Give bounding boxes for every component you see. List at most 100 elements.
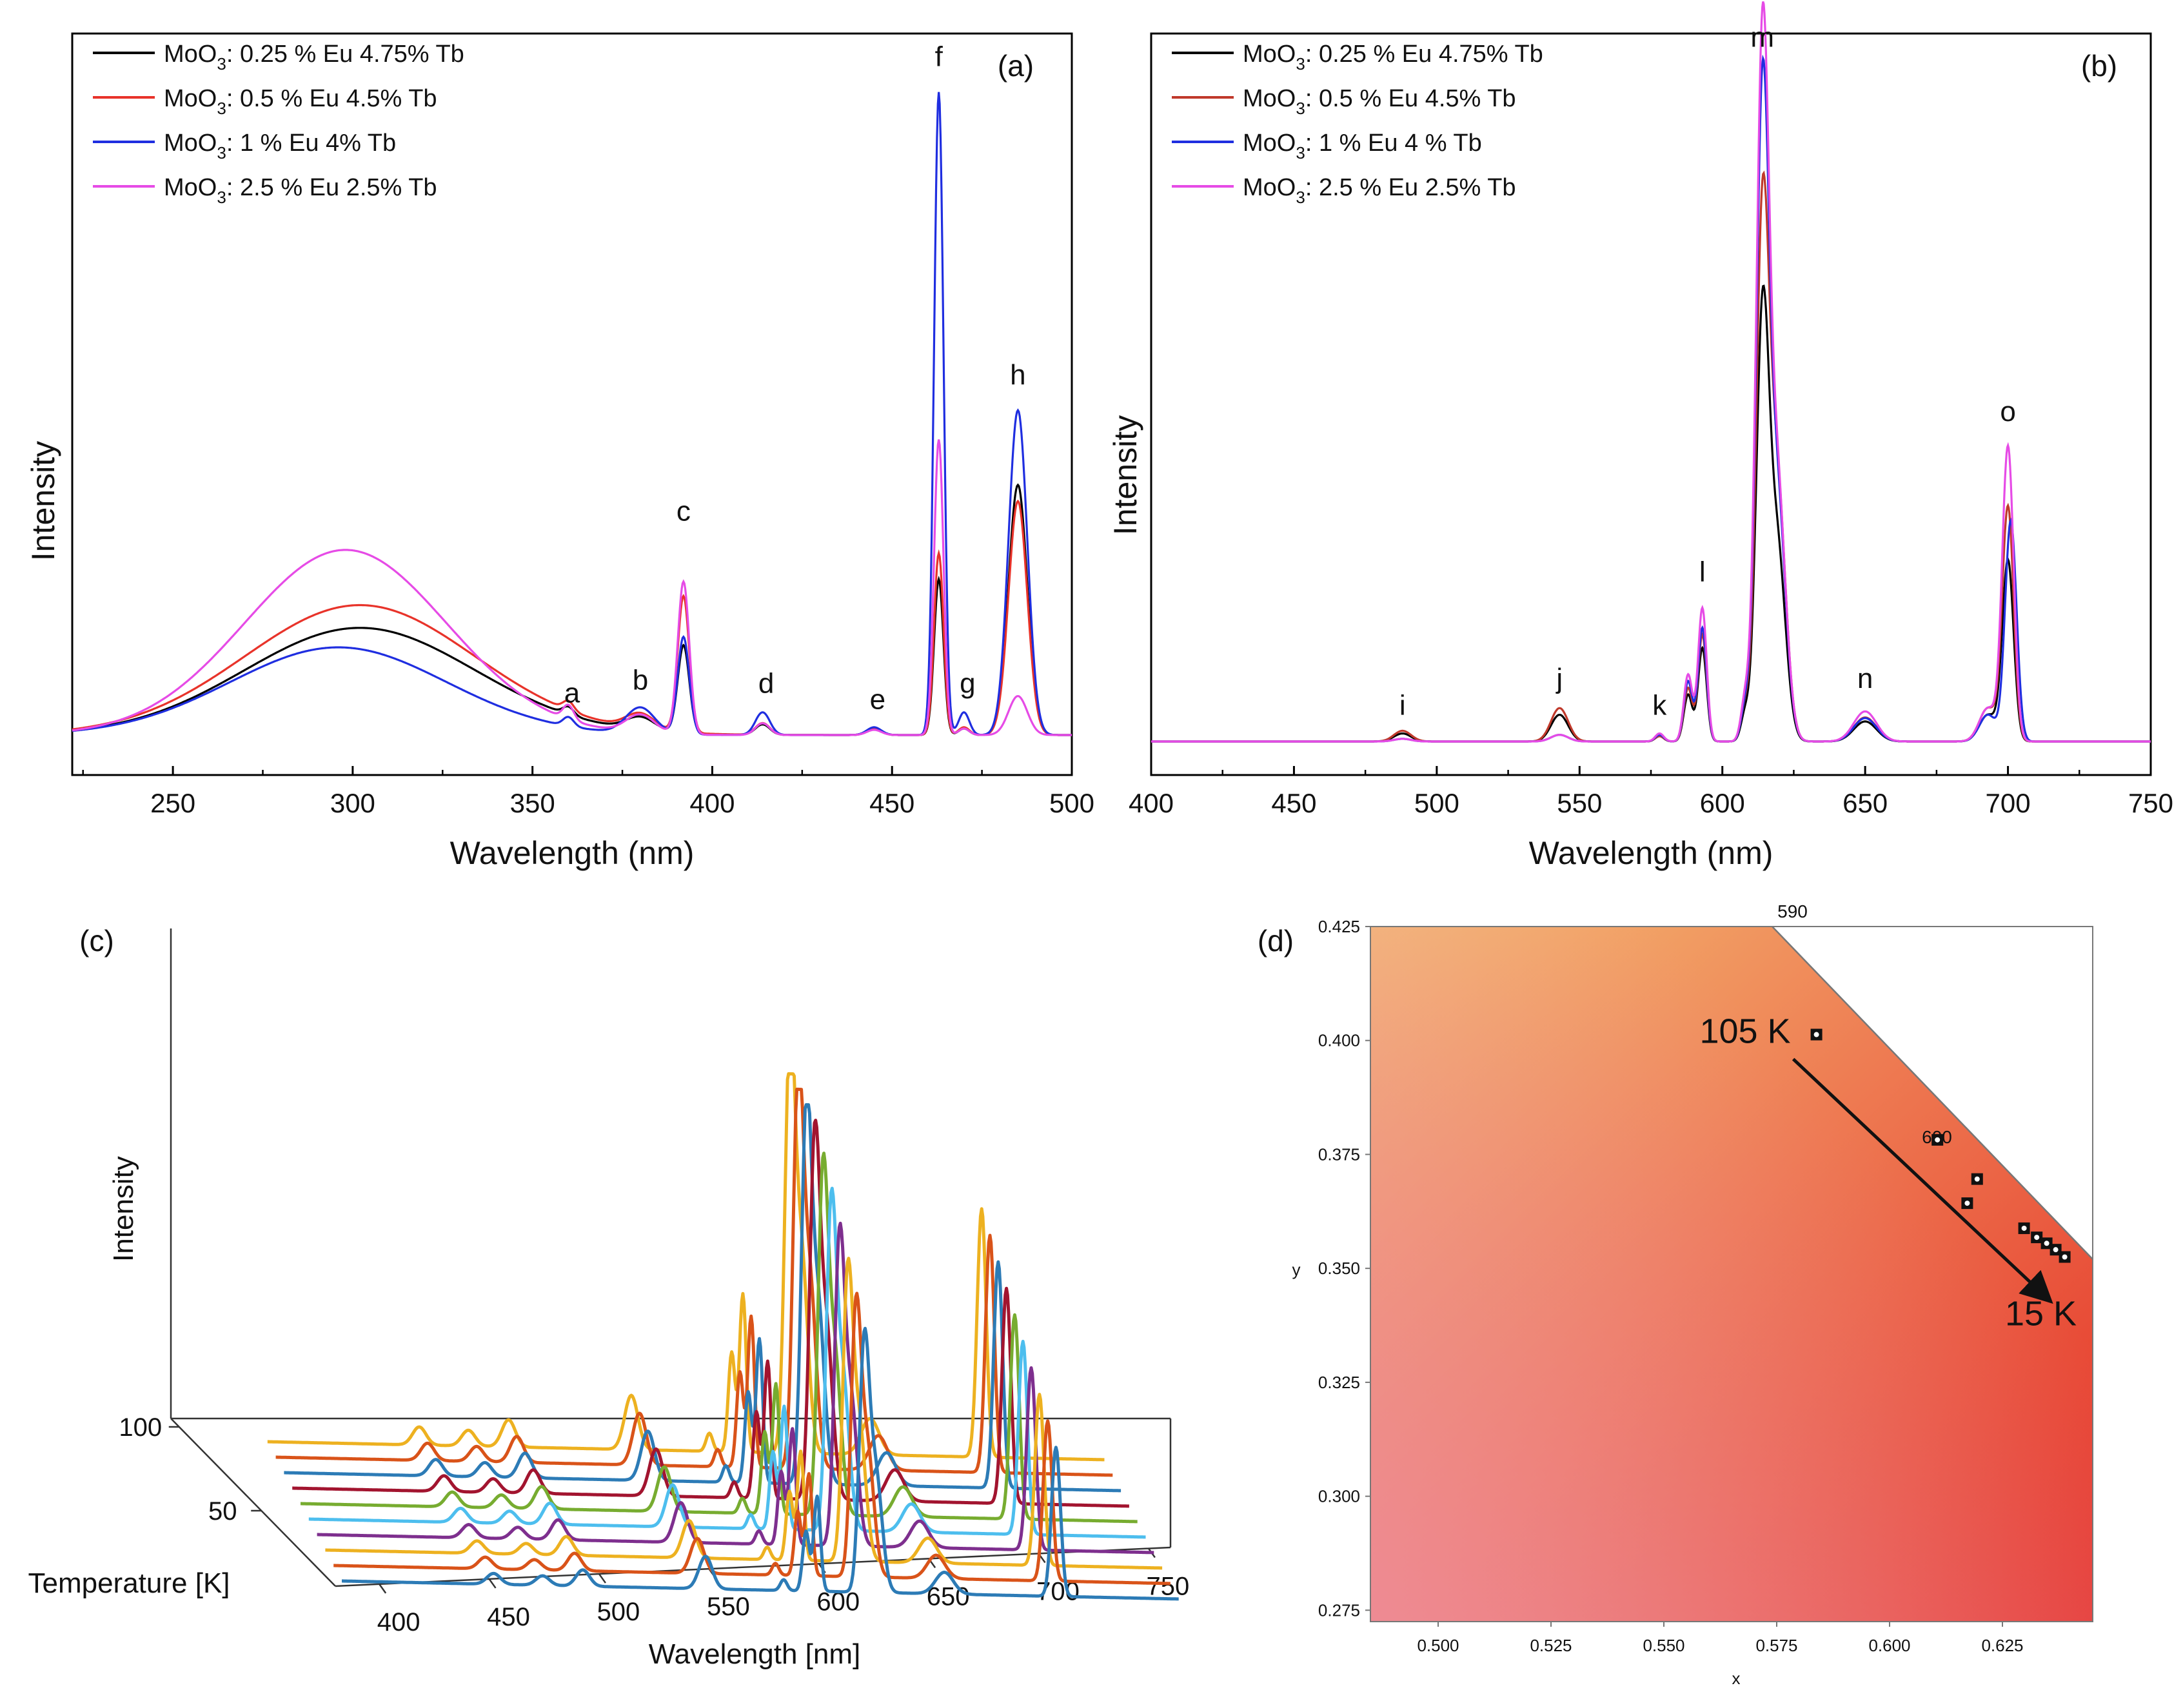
panel-c-zlabel: Temperature [K] xyxy=(28,1567,230,1599)
panel-b-peak-label: i xyxy=(1399,690,1406,721)
panel-a-xtick-label: 500 xyxy=(1049,788,1094,818)
panel-a-legend-entry: MoO3: 0.5 % Eu 4.5% Tb xyxy=(164,85,437,118)
panel-b-tag: (b) xyxy=(2081,49,2117,83)
panel-c-xtick-mark xyxy=(488,1578,497,1589)
panel-a-xtick-label: 250 xyxy=(150,788,195,818)
panel-b-legend-entry: MoO3: 1 % Eu 4 % Tb xyxy=(1243,130,1482,162)
panel-b-peak-labels: i j k l m n o xyxy=(1399,22,2016,721)
panel-d-ytick-label: 0.400 xyxy=(1318,1031,1360,1050)
panel-d-xtick-label: 0.600 xyxy=(1868,1636,1910,1655)
panel-a-peak-label: b xyxy=(633,664,648,696)
panel-c-ztick-label: 50 xyxy=(208,1497,237,1526)
panel-a-xtick-label: 300 xyxy=(330,788,375,818)
panel-d-point-center xyxy=(1974,1176,1980,1182)
panel-a-peak-label: a xyxy=(564,678,580,709)
panel-b-xlabel: Wavelength (nm) xyxy=(1529,835,1773,871)
panel-a-peak-labels: a b c d e f g h xyxy=(564,41,1026,715)
panel-b-legend-entry: MoO3: 0.25 % Eu 4.75% Tb xyxy=(1243,41,1543,74)
panel-c-xlabel: Wavelength [nm] xyxy=(649,1638,861,1670)
panel-c-trace xyxy=(291,1119,1130,1508)
panel-a-xtick-label: 350 xyxy=(510,788,555,818)
panel-c-trace xyxy=(308,1186,1147,1539)
panel-d-ytick-label: 0.275 xyxy=(1318,1600,1360,1620)
panel-b-xtick-label: 750 xyxy=(2128,788,2173,818)
panel-b-legend-entry: MoO3: 0.5 % Eu 4.5% Tb xyxy=(1243,85,1516,118)
panel-d-point-center xyxy=(2034,1235,2040,1241)
panel-b-axes: 400 450 500 550 600 650 700 750 xyxy=(1129,766,2173,818)
panel-c-trace xyxy=(341,1326,1180,1601)
panel-a-axes: 250 300 350 400 450 500 xyxy=(82,766,1094,818)
panel-a-frame xyxy=(71,32,1073,776)
panel-b-ylabel: Intensity xyxy=(1107,415,1143,535)
panel-a-xlabel: Wavelength (nm) xyxy=(450,835,695,871)
panel-c-temperature-axis xyxy=(170,1418,336,1587)
panel-c-xtick-mark xyxy=(598,1573,606,1584)
panel-c-xtick-label: 750 xyxy=(1147,1573,1190,1601)
panel-b-peak-label: n xyxy=(1857,663,1873,694)
panel-d-xtick-label: 0.500 xyxy=(1417,1636,1459,1655)
panel-d-point-center xyxy=(1935,1137,1941,1143)
panel-d-annotation: 105 K xyxy=(1699,1012,1790,1050)
panel-a-xtick-label: 400 xyxy=(689,788,735,818)
panel-b-xtick-label: 400 xyxy=(1129,788,1174,818)
panel-d-annotation: 15 K xyxy=(2005,1295,2077,1333)
panel-a-legend-entry: MoO3: 1 % Eu 4% Tb xyxy=(164,130,396,162)
panel-d-frame xyxy=(1370,926,2093,1622)
panel-a-peak-label: c xyxy=(677,496,691,527)
panel-b-xtick-label: 650 xyxy=(1842,788,1888,818)
panel-c-xtick-mark xyxy=(379,1584,387,1594)
panel-d-color-tint xyxy=(1370,927,2093,1622)
panel-c-tag: (c) xyxy=(79,924,114,957)
panel-d-tag: (d) xyxy=(1258,924,1294,957)
panel-c-xtick-label: 400 xyxy=(377,1608,420,1636)
panel-c-trace xyxy=(283,1103,1121,1493)
panel-d-point-center xyxy=(1813,1032,1819,1037)
panel-c-ylabel: Intensity xyxy=(108,1156,139,1262)
panel-c-trace xyxy=(333,1291,1171,1585)
panel-a-peak-label: d xyxy=(758,668,774,700)
panel-a-ylabel: Intensity xyxy=(25,441,61,561)
panel-b-xtick-label: 700 xyxy=(1986,788,2031,818)
panel-a-peak-label: g xyxy=(960,668,975,700)
panel-a-peak-label: h xyxy=(1010,359,1025,391)
panel-a-curves xyxy=(72,92,1072,736)
panel-d-xlabel: x xyxy=(1732,1669,1741,1688)
panel-b-xtick-label: 450 xyxy=(1271,788,1316,818)
panel-d-locus-label: 590 xyxy=(1777,901,1808,921)
panel-b-xtick-label: 550 xyxy=(1557,788,1602,818)
panel-d-xtick-label: 0.625 xyxy=(1981,1636,2023,1655)
panel-d: (d) 5906000.5000.5250.5500.5750.6000.625… xyxy=(1258,901,2093,1688)
panel-d-ytick-label: 0.350 xyxy=(1318,1259,1360,1278)
panel-a-legend-entry: MoO3: 2.5 % Eu 2.5% Tb xyxy=(164,174,437,207)
panel-a-series-3 xyxy=(72,439,1072,736)
panel-b: 400 450 500 550 600 650 700 750 i j k l m n o MoO3: 0… xyxy=(1107,1,2173,871)
panel-d-point-center xyxy=(2053,1247,2059,1253)
panel-d-ytick-label: 0.375 xyxy=(1318,1144,1360,1164)
panel-d-spectral-locus xyxy=(1772,926,2093,1260)
panel-b-legend-entry: MoO3: 2.5 % Eu 2.5% Tb xyxy=(1243,174,1516,207)
panel-b-curves xyxy=(1151,1,2151,743)
panel-d-xtick-label: 0.550 xyxy=(1643,1636,1684,1655)
panel-d-xtick-label: 0.575 xyxy=(1755,1636,1797,1655)
panel-a-legend: MoO3: 0.25 % Eu 4.75% Tb MoO3: 0.5 % Eu 4… xyxy=(93,41,464,207)
panel-b-peak-label: l xyxy=(1699,556,1706,587)
panel-d-ylabel: y xyxy=(1292,1260,1301,1279)
panel-a-tag: (a) xyxy=(998,49,1034,83)
panel-b-peak-label: j xyxy=(1555,663,1563,694)
panel-c-trace xyxy=(316,1221,1155,1555)
panel-b-peak-label: m xyxy=(1750,22,1774,54)
panel-b-legend: MoO3: 0.25 % Eu 4.75% Tb MoO3: 0.5 % Eu 4… xyxy=(1172,41,1543,207)
panel-c-xtick-label: 650 xyxy=(927,1582,970,1611)
panel-c-trace xyxy=(300,1152,1138,1524)
panel-a-xtick-label: 450 xyxy=(869,788,914,818)
panel-d-ytick-label: 0.300 xyxy=(1318,1487,1360,1506)
panel-d-point-center xyxy=(2021,1225,2027,1231)
panel-a-legend-entry: MoO3: 0.25 % Eu 4.75% Tb xyxy=(164,41,464,74)
panel-d-arrow xyxy=(1792,1057,2053,1304)
panel-a-peak-label: e xyxy=(870,684,885,716)
panel-b-xtick-label: 600 xyxy=(1700,788,1745,818)
panel-c-curves xyxy=(267,1072,1180,1601)
